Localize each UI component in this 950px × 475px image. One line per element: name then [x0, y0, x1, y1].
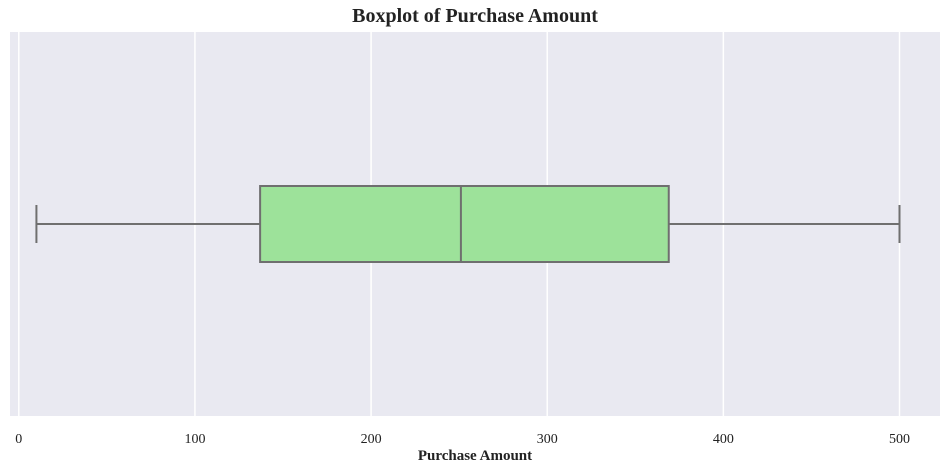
x-tick-label: 300	[537, 432, 558, 447]
chart-title: Boxplot of Purchase Amount	[352, 5, 598, 27]
interquartile-box	[259, 185, 670, 263]
x-tick-label: 200	[361, 432, 382, 447]
x-tick-label: 400	[713, 432, 734, 447]
x-tick-label: 0	[15, 432, 22, 447]
x-axis-label: Purchase Amount	[417, 448, 533, 464]
x-tick-label: 100	[184, 432, 205, 447]
x-tick-label: 500	[889, 432, 910, 447]
